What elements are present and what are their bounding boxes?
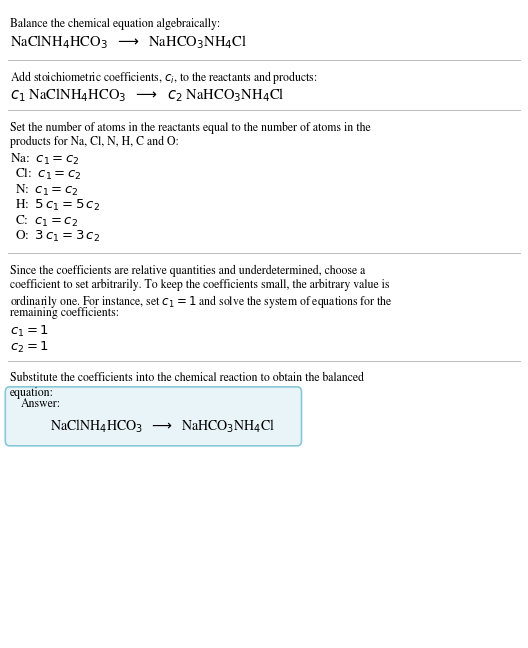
Text: Substitute the coefficients into the chemical reaction to obtain the balanced: Substitute the coefficients into the che… xyxy=(10,373,363,384)
Text: C:  $c_1 = c_2$: C: $c_1 = c_2$ xyxy=(15,214,78,229)
Text: Na:  $c_1 = c_2$: Na: $c_1 = c_2$ xyxy=(10,152,79,167)
Text: O:  $3\,c_1 = 3\,c_2$: O: $3\,c_1 = 3\,c_2$ xyxy=(15,229,100,244)
Text: $c_1 = 1$: $c_1 = 1$ xyxy=(10,324,49,339)
Text: Since the coefficients are relative quantities and underdetermined, choose a: Since the coefficients are relative quan… xyxy=(10,264,365,277)
Text: equation:: equation: xyxy=(10,387,53,399)
Text: NaClNH$_4$HCO$_3$  $\longrightarrow$  NaHCO$_3$NH$_4$Cl: NaClNH$_4$HCO$_3$ $\longrightarrow$ NaHC… xyxy=(50,418,275,435)
Text: ordinarily one. For instance, set $c_1 = 1$ and solve the system of equations fo: ordinarily one. For instance, set $c_1 =… xyxy=(10,293,392,310)
Text: $c_1$ NaClNH$_4$HCO$_3$  $\longrightarrow$  $c_2$ NaHCO$_3$NH$_4$Cl: $c_1$ NaClNH$_4$HCO$_3$ $\longrightarrow… xyxy=(10,86,284,104)
Text: $c_2 = 1$: $c_2 = 1$ xyxy=(10,340,49,354)
Text: Set the number of atoms in the reactants equal to the number of atoms in the: Set the number of atoms in the reactants… xyxy=(10,122,370,134)
FancyBboxPatch shape xyxy=(5,387,301,446)
Text: Balance the chemical equation algebraically:: Balance the chemical equation algebraica… xyxy=(10,18,220,30)
Text: N:  $c_1 = c_2$: N: $c_1 = c_2$ xyxy=(15,183,79,198)
Text: Answer:: Answer: xyxy=(21,399,61,410)
Text: NaClNH$_4$HCO$_3$  $\longrightarrow$  NaHCO$_3$NH$_4$Cl: NaClNH$_4$HCO$_3$ $\longrightarrow$ NaHC… xyxy=(10,34,247,51)
Text: remaining coefficients:: remaining coefficients: xyxy=(10,307,118,319)
Text: Add stoichiometric coefficients, $c_i$, to the reactants and products:: Add stoichiometric coefficients, $c_i$, … xyxy=(10,69,317,86)
Text: coefficient to set arbitrarily. To keep the coefficients small, the arbitrary va: coefficient to set arbitrarily. To keep … xyxy=(10,279,389,291)
Text: products for Na, Cl, N, H, C and O:: products for Na, Cl, N, H, C and O: xyxy=(10,136,178,148)
Text: H:  $5\,c_1 = 5\,c_2$: H: $5\,c_1 = 5\,c_2$ xyxy=(15,198,100,213)
Text: Cl:  $c_1 = c_2$: Cl: $c_1 = c_2$ xyxy=(15,167,82,182)
